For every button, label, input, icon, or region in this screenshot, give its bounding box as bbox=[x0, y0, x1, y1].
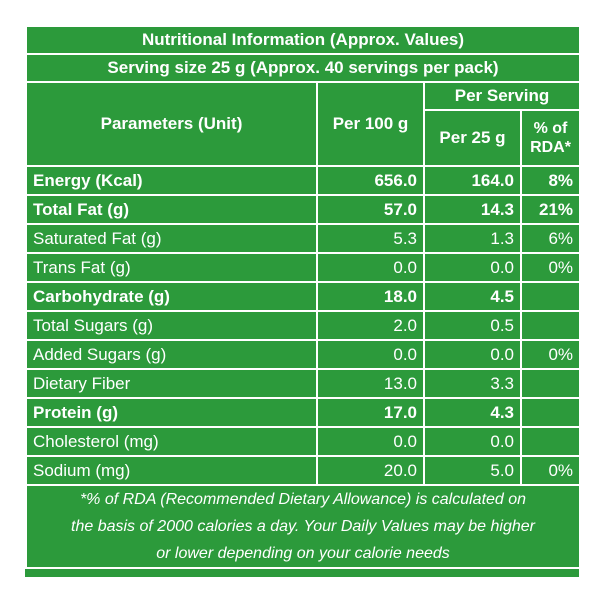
per-25g-value: 0.0 bbox=[423, 426, 522, 457]
per-100g-value: 0.0 bbox=[316, 426, 425, 457]
serving-size: Serving size 25 g (Approx. 40 servings p… bbox=[24, 53, 582, 83]
rda-value bbox=[519, 397, 582, 428]
per-25g-value: 5.0 bbox=[423, 455, 522, 486]
rda-header-line1: % of bbox=[533, 120, 568, 137]
parameters-header: Parameters (Unit) bbox=[25, 81, 318, 167]
rda-value bbox=[519, 426, 582, 457]
per-25g-value: 0.0 bbox=[423, 252, 522, 283]
table-row: Added Sugars (g) 0.0 0.0 0% bbox=[25, 339, 582, 370]
per-100g-value: 17.0 bbox=[316, 397, 425, 428]
footnote-line3: or lower depending on your calorie needs bbox=[156, 545, 450, 562]
nutrient-name: Added Sugars (g) bbox=[25, 339, 318, 370]
nutrient-name: Saturated Fat (g) bbox=[25, 223, 318, 254]
nutrient-name: Carbohydrate (g) bbox=[25, 281, 318, 312]
footnote-line1: *% of RDA (Recommended Dietary Allowance… bbox=[79, 491, 527, 508]
per-25g-value: 164.0 bbox=[423, 165, 522, 196]
per-100g-value: 0.0 bbox=[316, 252, 425, 283]
nutrient-name: Protein (g) bbox=[25, 397, 318, 428]
per-25g-header: Per 25 g bbox=[423, 109, 522, 167]
per-100g-value: 656.0 bbox=[316, 165, 425, 196]
nutrient-name: Trans Fat (g) bbox=[25, 252, 318, 283]
nutrient-rows: Energy (Kcal) 656.0 164.0 8% Total Fat (g) 57… bbox=[25, 165, 582, 486]
per-25g-value: 0.5 bbox=[423, 310, 522, 341]
per-100g-value: 20.0 bbox=[316, 455, 425, 486]
per-100g-header: Per 100 g bbox=[316, 81, 425, 167]
nutrition-table: Nutritional Information (Approx. Values)… bbox=[24, 25, 582, 569]
nutrient-name: Total Fat (g) bbox=[25, 194, 318, 225]
table-row: Saturated Fat (g) 5.3 1.3 6% bbox=[25, 223, 582, 254]
per-100g-value: 0.0 bbox=[316, 339, 425, 370]
rda-value: 0% bbox=[519, 455, 582, 486]
per-100g-value: 57.0 bbox=[316, 194, 425, 225]
table-title: Nutritional Information (Approx. Values) bbox=[24, 25, 582, 55]
per-100g-value: 13.0 bbox=[316, 368, 425, 399]
rda-value: 8% bbox=[519, 165, 582, 196]
nutrient-name: Dietary Fiber bbox=[25, 368, 318, 399]
per-25g-value: 4.3 bbox=[423, 397, 522, 428]
table-row: Carbohydrate (g) 18.0 4.5 bbox=[25, 281, 582, 312]
per-25g-value: 0.0 bbox=[423, 339, 522, 370]
table-row: Dietary Fiber 13.0 3.3 bbox=[25, 368, 582, 399]
table-row: Cholesterol (mg) 0.0 0.0 bbox=[25, 426, 582, 457]
per-100g-value: 18.0 bbox=[316, 281, 425, 312]
per-25g-value: 4.5 bbox=[423, 281, 522, 312]
footnote: *% of RDA (Recommended Dietary Allowance… bbox=[24, 484, 582, 569]
table-row: Total Fat (g) 57.0 14.3 21% bbox=[25, 194, 582, 225]
per-100g-value: 2.0 bbox=[316, 310, 425, 341]
rda-value: 0% bbox=[519, 339, 582, 370]
rda-value: 6% bbox=[519, 223, 582, 254]
nutrient-name: Total Sugars (g) bbox=[25, 310, 318, 341]
per-25g-value: 1.3 bbox=[423, 223, 522, 254]
rda-value bbox=[519, 368, 582, 399]
nutrient-name: Energy (Kcal) bbox=[25, 165, 318, 196]
rda-value: 21% bbox=[519, 194, 582, 225]
table-row: Energy (Kcal) 656.0 164.0 8% bbox=[25, 165, 582, 196]
per-25g-value: 14.3 bbox=[423, 194, 522, 225]
nutrient-name: Cholesterol (mg) bbox=[25, 426, 318, 457]
per-100g-value: 5.3 bbox=[316, 223, 425, 254]
table-row: Total Sugars (g) 2.0 0.5 bbox=[25, 310, 582, 341]
rda-value bbox=[519, 310, 582, 341]
rda-header-line2: RDA* bbox=[530, 139, 571, 156]
per-serving-header: Per Serving bbox=[422, 81, 582, 111]
footnote-line2: the basis of 2000 calories a day. Your D… bbox=[71, 518, 535, 535]
rda-value: 0% bbox=[519, 252, 582, 283]
table-row: Trans Fat (g) 0.0 0.0 0% bbox=[25, 252, 582, 283]
table-row: Sodium (mg) 20.0 5.0 0% bbox=[25, 455, 582, 486]
rda-value bbox=[519, 281, 582, 312]
rda-header: % of RDA* bbox=[519, 109, 582, 167]
nutrient-name: Sodium (mg) bbox=[25, 455, 318, 486]
per-25g-value: 3.3 bbox=[423, 368, 522, 399]
table-row: Protein (g) 17.0 4.3 bbox=[25, 397, 582, 428]
